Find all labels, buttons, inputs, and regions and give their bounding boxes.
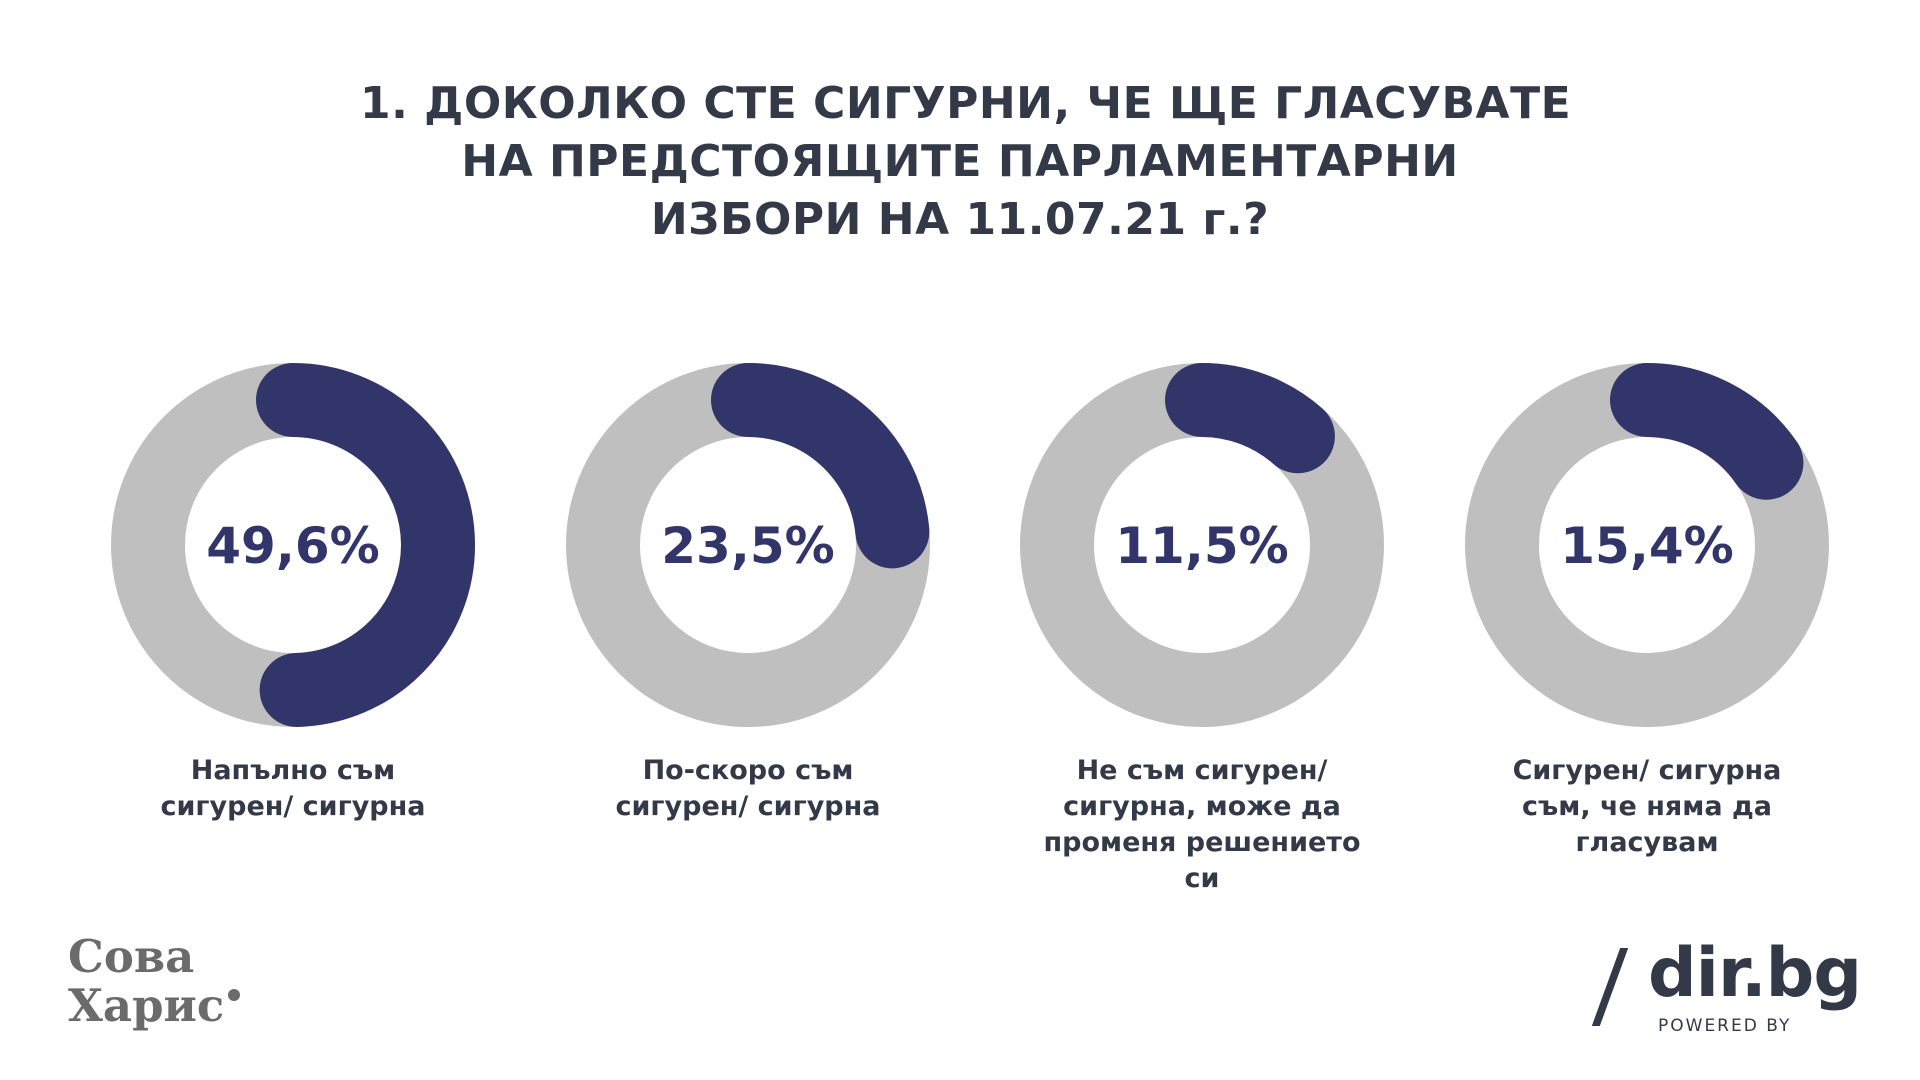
sova-haris-logo: Сова Харис	[68, 930, 241, 1030]
donut-2: 23,5%	[566, 363, 930, 727]
caption-3-line-2: сигурна, може да	[1063, 791, 1341, 822]
dir-bg-name: dir.bg	[1648, 934, 1862, 1013]
title-line-2: НА ПРЕДСТОЯЩИТЕ ПАРЛАМЕНТАРНИ	[461, 136, 1459, 187]
caption-1-line-1: Напълно съм	[190, 755, 396, 786]
donut-value-arc	[1610, 363, 1804, 500]
caption-3: Не съм сигурен/ сигурна, може да променя…	[1042, 753, 1362, 897]
caption-4-line-2: съм, че няма да	[1522, 791, 1772, 822]
donut-value-label: 49,6%	[206, 517, 379, 575]
donut-value-label: 11,5%	[1115, 517, 1288, 575]
caption-3-line-1: Не съм сигурен/	[1076, 755, 1328, 786]
caption-4-line-3: гласувам	[1575, 827, 1719, 858]
caption-2: По-скоро съм сигурен/ сигурна	[588, 753, 908, 825]
caption-2-line-1: По-скоро съм	[642, 755, 854, 786]
dir-bg-logo: dir.bg POWERED BY	[1591, 934, 1862, 1038]
donut-value-label: 23,5%	[661, 517, 834, 575]
title-line-1: 1. ДОКОЛКО СТЕ СИГУРНИ, ЧЕ ЩЕ ГЛАСУВАТЕ	[360, 78, 1572, 129]
caption-1-line-2: сигурен/ сигурна	[160, 791, 426, 822]
sova-logo-line-2: Харис	[68, 981, 241, 1030]
donut-value-arc	[711, 363, 930, 569]
caption-2-line-2: сигурен/ сигурна	[615, 791, 881, 822]
title-line-3: ИЗБОРИ НА 11.07.21 г.?	[650, 194, 1270, 245]
donut-3: 11,5%	[1020, 363, 1384, 727]
caption-4-line-1: Сигурен/ сигурна	[1512, 755, 1782, 786]
caption-4: Сигурен/ сигурна съм, че няма да гласува…	[1487, 753, 1807, 861]
caption-3-line-4: си	[1184, 863, 1220, 894]
donut-value-arc	[256, 363, 475, 727]
donut-4: 15,4%	[1465, 363, 1829, 727]
powered-by-label: POWERED BY	[1658, 1016, 1792, 1036]
donut-value-label: 15,4%	[1560, 517, 1733, 575]
slash-icon	[1591, 948, 1629, 1026]
caption-3-line-3: променя решението	[1043, 827, 1361, 858]
donut-1: 49,6%	[111, 363, 475, 727]
chart-title: 1. ДОКОЛКО СТЕ СИГУРНИ, ЧЕ ЩЕ ГЛАСУВАТЕ …	[360, 75, 1572, 249]
sova-logo-line-1: Сова	[68, 930, 195, 983]
donut-value-arc	[1165, 363, 1335, 474]
caption-1: Напълно съм сигурен/ сигурна	[133, 753, 453, 825]
